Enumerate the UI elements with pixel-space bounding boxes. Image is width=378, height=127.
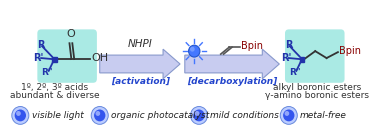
Text: γ-amino boronic esters: γ-amino boronic esters [265, 91, 369, 100]
Circle shape [96, 111, 100, 116]
Circle shape [191, 107, 208, 124]
FancyBboxPatch shape [285, 29, 344, 83]
Text: OH: OH [91, 53, 108, 63]
Text: alkyl boronic esters: alkyl boronic esters [273, 83, 361, 92]
Circle shape [193, 109, 204, 121]
Polygon shape [52, 57, 57, 61]
Text: 1º, 2º, 3º acids: 1º, 2º, 3º acids [21, 83, 88, 92]
FancyBboxPatch shape [37, 29, 97, 83]
Text: R: R [37, 40, 45, 50]
Circle shape [94, 109, 105, 121]
Text: Bpin: Bpin [339, 46, 361, 56]
Text: abundant & diverse: abundant & diverse [9, 91, 99, 100]
Circle shape [16, 111, 21, 116]
Circle shape [189, 45, 200, 57]
Circle shape [190, 47, 195, 52]
Circle shape [285, 111, 289, 116]
Text: [decarboxylation]: [decarboxylation] [187, 77, 277, 86]
Text: Bpin: Bpin [240, 41, 263, 51]
Text: R": R" [41, 68, 53, 77]
Polygon shape [185, 49, 279, 79]
Text: [activation]: [activation] [111, 77, 170, 86]
Text: R': R' [281, 53, 291, 63]
Text: O: O [66, 29, 75, 39]
Text: metal-free: metal-free [300, 111, 347, 120]
Circle shape [15, 109, 26, 121]
Circle shape [91, 107, 108, 124]
Circle shape [280, 107, 297, 124]
Circle shape [12, 107, 29, 124]
Text: R': R' [33, 53, 43, 63]
Polygon shape [300, 57, 304, 61]
Text: organic photocatalyst: organic photocatalyst [111, 111, 209, 120]
Text: visible light: visible light [32, 111, 84, 120]
Text: mild conditions: mild conditions [210, 111, 279, 120]
Text: R: R [285, 40, 293, 50]
Circle shape [283, 109, 294, 121]
Circle shape [195, 111, 200, 116]
Text: R": R" [289, 68, 300, 77]
Polygon shape [100, 49, 180, 79]
Text: NHPI: NHPI [128, 39, 153, 49]
